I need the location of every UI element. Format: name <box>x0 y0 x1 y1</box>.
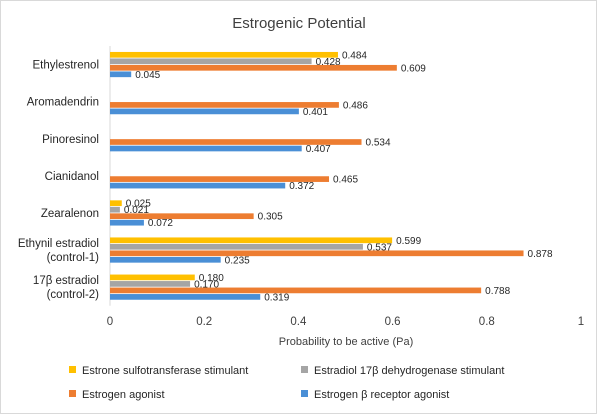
legend-entry: Estradiol 17β dehydrogenase stimulant <box>314 365 504 377</box>
bar <box>110 213 254 220</box>
data-label: 0.021 <box>124 205 149 216</box>
data-label: 0.235 <box>225 255 250 266</box>
category-label: Cianidanol <box>45 171 99 183</box>
bar <box>110 237 393 244</box>
bar <box>110 256 221 263</box>
bar <box>110 139 362 145</box>
data-label: 0.305 <box>258 212 283 223</box>
x-tick-label: 0.4 <box>290 316 307 328</box>
bar <box>110 145 302 152</box>
x-axis-label: Probability to be active (Pa) <box>279 336 414 348</box>
data-label: 0.537 <box>367 242 392 253</box>
bar <box>110 250 524 257</box>
category-label: Ethynil estradiol <box>18 238 99 250</box>
data-label: 0.465 <box>333 175 358 186</box>
bar <box>110 64 397 71</box>
legend: Estrone sulfotransferase stimulant Estrad… <box>69 365 504 401</box>
category-label: Pinoresinol <box>42 134 99 146</box>
category-label: Zearalenon <box>41 208 99 220</box>
category-label: (control-2) <box>47 289 100 301</box>
legend-swatch <box>301 366 308 373</box>
data-label: 0.609 <box>401 63 426 74</box>
data-label: 0.788 <box>485 286 510 297</box>
legend-entry: Estrone sulfotransferase stimulant <box>82 365 248 377</box>
data-label: 0.170 <box>194 279 219 290</box>
bar <box>110 176 330 182</box>
legend-entry: Estrogen β receptor agonist <box>314 389 449 401</box>
bar <box>110 219 144 226</box>
data-label: 0.484 <box>342 50 367 61</box>
data-label: 0.486 <box>343 100 368 111</box>
bar <box>110 108 299 115</box>
data-label: 0.180 <box>199 273 224 284</box>
data-label: 0.025 <box>126 199 151 210</box>
legend-swatch <box>69 366 76 373</box>
data-label: 0.072 <box>148 218 173 229</box>
x-tick-label: 0.6 <box>385 316 401 328</box>
bar <box>110 274 195 281</box>
legend-swatch <box>69 390 76 397</box>
data-label: 0.878 <box>528 249 553 260</box>
data-label: 0.319 <box>264 292 289 303</box>
x-tick-label: 1 <box>578 316 584 328</box>
data-label: 0.534 <box>366 138 391 149</box>
data-label: 0.407 <box>306 144 331 155</box>
x-tick-label: 0.2 <box>196 316 212 328</box>
data-label: 0.428 <box>316 57 341 68</box>
x-tick-label: 0 <box>107 316 113 328</box>
data-label: 0.599 <box>396 236 421 247</box>
bar <box>110 243 363 250</box>
data-label: 0.045 <box>135 70 160 81</box>
category-label: Ethylestrenol <box>33 60 99 72</box>
bar <box>110 102 339 108</box>
category-label: 17β estradiol <box>33 275 99 287</box>
bar <box>110 200 122 207</box>
bar <box>110 206 120 213</box>
bar <box>110 281 191 287</box>
bar <box>110 294 261 300</box>
chart-title: Estrogenic Potential <box>232 15 365 32</box>
bar <box>110 287 482 294</box>
legend-swatch <box>301 390 308 397</box>
bar <box>110 182 286 189</box>
bar <box>110 51 338 58</box>
category-label: (control-1) <box>47 252 100 264</box>
legend-entry: Estrogen agonist <box>82 389 165 401</box>
data-label: 0.401 <box>303 107 328 118</box>
x-tick-label: 0.8 <box>479 316 495 328</box>
bar <box>110 71 132 78</box>
category-label: Aromadendrin <box>27 97 99 109</box>
bar <box>110 58 312 65</box>
data-label: 0.372 <box>289 181 314 192</box>
